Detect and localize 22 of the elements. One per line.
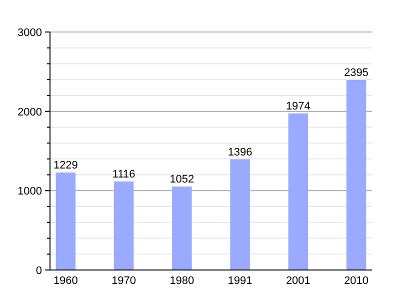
x-tick-label: 1980 xyxy=(170,275,194,287)
data-label: 1974 xyxy=(286,100,310,112)
y-tick-label: 0 xyxy=(36,265,42,277)
data-label: 1396 xyxy=(228,146,252,158)
y-tick-label: 2000 xyxy=(18,106,42,118)
y-tick-label: 1000 xyxy=(18,186,42,198)
data-label: 1052 xyxy=(170,174,194,186)
y-tick-label: 3000 xyxy=(18,27,42,39)
x-tick-label: 2010 xyxy=(344,275,369,287)
x-tick-label: 2001 xyxy=(286,275,310,287)
x-tick-label: 1960 xyxy=(53,275,78,287)
bar xyxy=(288,113,308,270)
data-label: 2395 xyxy=(344,66,369,79)
x-tick-label: 1991 xyxy=(228,275,252,287)
bar xyxy=(172,186,192,270)
bar xyxy=(346,80,366,270)
data-label: 1229 xyxy=(53,160,78,172)
bar xyxy=(56,172,76,270)
x-tick-label: 1970 xyxy=(112,275,136,287)
bar xyxy=(230,159,250,270)
data-label: 1116 xyxy=(112,168,136,180)
bar xyxy=(114,181,134,270)
